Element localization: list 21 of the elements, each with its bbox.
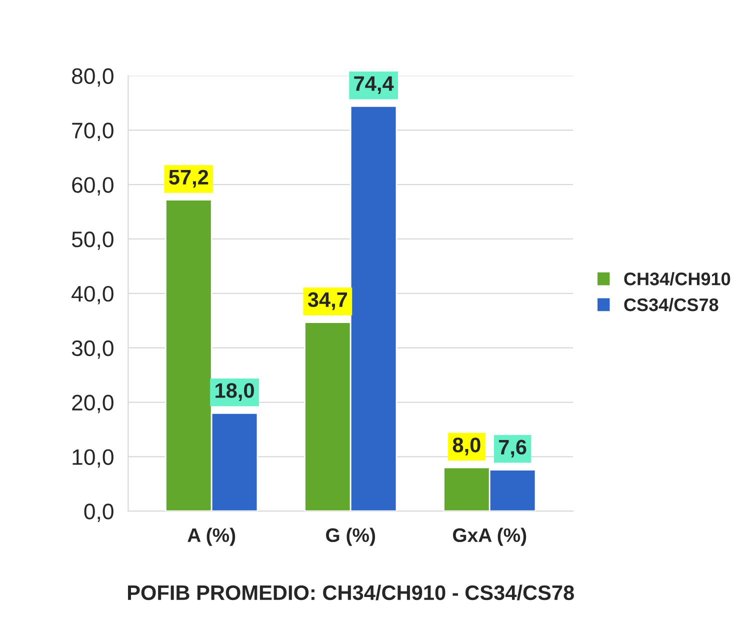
y-tick-label: 0,0 — [84, 504, 114, 522]
data-label: 57,2 — [169, 170, 208, 188]
y-tick-label: 60,0 — [72, 177, 114, 196]
data-label: 34,7 — [308, 292, 348, 310]
x-tick-label: G (%) — [326, 528, 376, 546]
legend-label: CH34/CH910 — [624, 272, 730, 286]
legend-label: CS34/CS78 — [624, 298, 718, 312]
y-tick-label: 40,0 — [72, 286, 114, 304]
y-tick-label: 70,0 — [72, 122, 114, 142]
y-tick-label: 20,0 — [72, 394, 114, 414]
y-tick-label: 80,0 — [72, 68, 114, 87]
y-tick-label: 10,0 — [72, 449, 114, 468]
x-axis-title: POFIB PROMEDIO: CH34/CH910 - CS34/CS78 — [128, 584, 574, 600]
data-label: 7,6 — [498, 440, 526, 458]
y-tick-label: 30,0 — [72, 340, 114, 359]
y-tick-label: 50,0 — [72, 232, 114, 250]
data-label: 8,0 — [452, 438, 480, 456]
data-label: 18,0 — [216, 383, 254, 401]
x-tick-label: A (%) — [188, 528, 236, 546]
data-label: 74,4 — [354, 76, 394, 94]
x-tick-label: GxA (%) — [452, 528, 526, 546]
